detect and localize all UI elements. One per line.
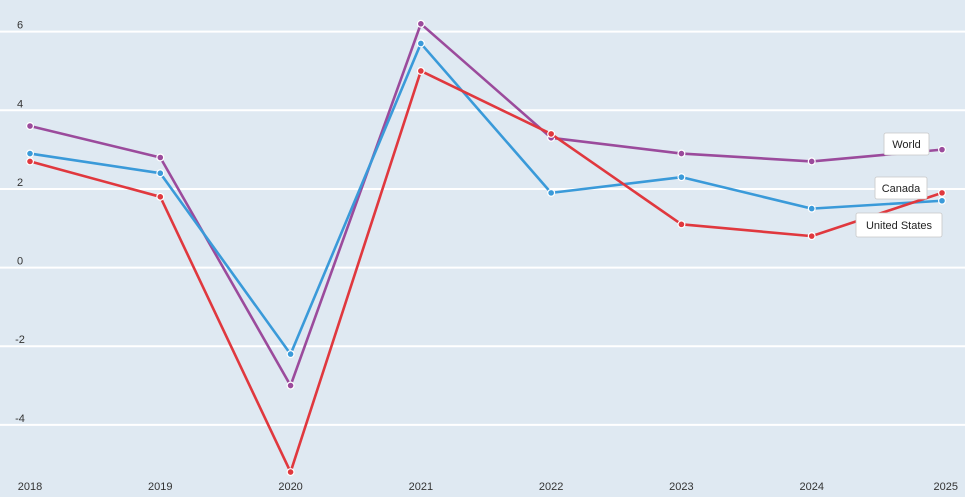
data-point-canada[interactable] bbox=[547, 188, 556, 197]
data-point-united-states[interactable] bbox=[807, 232, 816, 241]
series-label-box bbox=[874, 176, 928, 200]
series-line-united-states bbox=[28, 69, 944, 474]
x-tick-label: 2023 bbox=[669, 481, 693, 493]
y-axis-ticks: -4 -2 0 2 4 6 bbox=[15, 20, 25, 425]
series-line-world bbox=[28, 22, 944, 387]
series-group bbox=[26, 19, 946, 477]
data-point-canada[interactable] bbox=[807, 204, 816, 213]
data-point-united-states[interactable] bbox=[416, 66, 425, 75]
series-line-canada bbox=[28, 42, 944, 356]
data-point-canada[interactable] bbox=[286, 350, 295, 359]
series-label-box bbox=[855, 212, 943, 238]
data-point-canada[interactable] bbox=[156, 169, 165, 178]
series-world bbox=[26, 19, 946, 390]
series-label-text: Canada bbox=[882, 183, 921, 195]
x-tick-label: 2019 bbox=[148, 481, 172, 493]
data-point-world[interactable] bbox=[937, 145, 946, 154]
data-point-united-states[interactable] bbox=[677, 220, 686, 229]
x-tick-label: 2022 bbox=[539, 481, 563, 493]
y-tick-label: -4 bbox=[15, 413, 25, 425]
x-tick-label: 2024 bbox=[799, 481, 823, 493]
x-tick-label: 2021 bbox=[409, 481, 433, 493]
x-tick-label: 2018 bbox=[18, 481, 42, 493]
series-label-world: World bbox=[883, 132, 930, 156]
y-tick-label: -2 bbox=[15, 334, 25, 346]
data-point-world[interactable] bbox=[416, 19, 425, 28]
series-label-united-states: United States bbox=[855, 212, 943, 238]
data-point-world[interactable] bbox=[26, 122, 35, 131]
series-label-text: United States bbox=[866, 220, 933, 232]
data-point-united-states[interactable] bbox=[547, 129, 556, 138]
data-point-united-states[interactable] bbox=[937, 188, 946, 197]
data-point-canada[interactable] bbox=[677, 173, 686, 182]
data-point-canada[interactable] bbox=[26, 149, 35, 158]
data-point-world[interactable] bbox=[677, 149, 686, 158]
series-end-labels: World Canada United States bbox=[855, 132, 943, 238]
y-tick-label: 4 bbox=[17, 98, 23, 110]
x-tick-label: 2020 bbox=[278, 481, 302, 493]
data-point-united-states[interactable] bbox=[26, 157, 35, 166]
x-tick-label: 2025 bbox=[934, 481, 958, 493]
data-point-united-states[interactable] bbox=[156, 192, 165, 201]
series-canada bbox=[26, 39, 946, 359]
data-point-world[interactable] bbox=[807, 157, 816, 166]
x-axis-ticks: 2018 2019 2020 2021 2022 2023 2024 2025 bbox=[18, 481, 958, 493]
y-tick-label: 0 bbox=[17, 256, 23, 268]
data-point-world[interactable] bbox=[156, 153, 165, 162]
series-label-box bbox=[883, 132, 930, 156]
y-tick-label: 6 bbox=[17, 20, 23, 32]
data-point-united-states[interactable] bbox=[286, 468, 295, 477]
y-tick-label: 2 bbox=[17, 177, 23, 189]
data-point-canada[interactable] bbox=[416, 39, 425, 48]
series-united-states bbox=[26, 66, 946, 477]
data-point-world[interactable] bbox=[286, 381, 295, 390]
series-label-canada: Canada bbox=[874, 176, 928, 200]
data-point-canada[interactable] bbox=[937, 196, 946, 205]
y-grid bbox=[0, 30, 965, 426]
series-label-text: World bbox=[892, 139, 921, 151]
